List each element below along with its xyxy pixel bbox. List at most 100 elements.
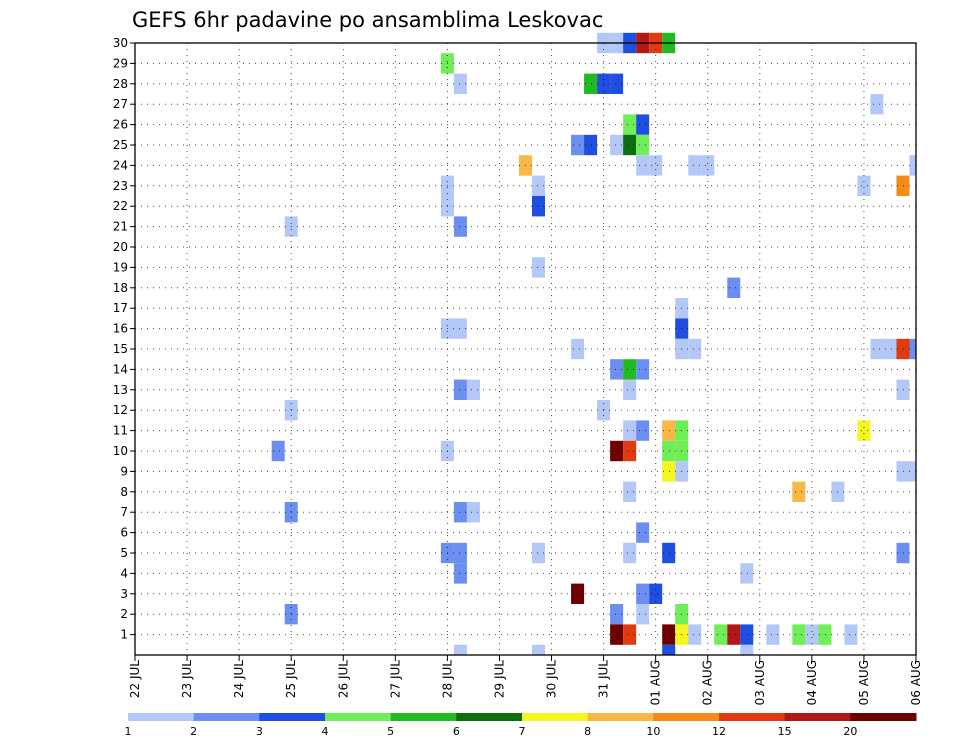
colorbar-label: 3: [256, 725, 263, 738]
x-tick-label: 28 JUL: [440, 660, 454, 698]
x-axis: 22 JUL 23 JUL 24 JUL 25 JUL 26 JUL 27 JUL 28 J…: [128, 655, 923, 705]
precip-cell: [909, 461, 916, 482]
colorbar-swatch: [653, 713, 720, 721]
colorbar-swatch: [784, 713, 851, 721]
precip-cell: [792, 624, 806, 645]
precip-cell: [896, 379, 910, 400]
x-tick-label: 22 JUL: [128, 660, 142, 698]
y-tick-label: 7: [120, 505, 128, 519]
precip-cell: [453, 563, 467, 584]
y-tick-label: 5: [120, 546, 128, 560]
y-tick-label: 29: [113, 56, 128, 70]
y-tick-label: 2: [120, 607, 128, 621]
precip-cell: [688, 155, 702, 176]
chart-title: GEFS 6hr padavine po ansamblima Leskovac: [132, 8, 603, 32]
precip-cell: [727, 624, 741, 645]
precip-cell: [453, 216, 467, 237]
precip-cell: [740, 644, 754, 655]
precip-cell: [896, 461, 910, 482]
precip-cell: [805, 624, 819, 645]
y-tick-label: 15: [113, 342, 128, 356]
precip-cell: [571, 134, 585, 156]
colorbar-swatch: [587, 713, 654, 721]
y-tick-label: 9: [120, 464, 128, 478]
precip-cell: [662, 644, 676, 655]
y-tick-label: 23: [113, 179, 128, 193]
colorbar-label: 20: [843, 725, 857, 738]
y-axis: 1234567891011121314151617181920212223242…: [113, 36, 135, 642]
colorbar-label: 7: [519, 725, 526, 738]
precip-cell: [610, 440, 624, 462]
y-tick-label: 20: [113, 240, 128, 254]
colorbar-swatch: [259, 713, 326, 721]
colorbar-swatch: [719, 713, 786, 721]
x-tick-label: 23 JUL: [180, 660, 194, 698]
precip-cell: [623, 624, 637, 645]
x-tick-label: 06 AUG: [909, 660, 923, 705]
precip-cell: [453, 502, 467, 523]
precip-cell: [662, 461, 676, 482]
precip-cell: [453, 644, 467, 655]
precip-cell: [453, 318, 467, 339]
precip-cell: [584, 134, 598, 156]
precip-cell: [883, 338, 897, 360]
precip-cell: [636, 155, 650, 176]
precip-cell: [688, 338, 702, 360]
precip-cell: [740, 624, 754, 645]
y-tick-label: 25: [113, 138, 128, 152]
precip-cell: [636, 134, 650, 156]
precip-cell: [610, 359, 624, 380]
precip-cell: [623, 420, 637, 441]
precip-cell: [714, 624, 728, 645]
precip-cell: [662, 542, 676, 564]
precip-cell: [857, 420, 871, 441]
precip-cell: [662, 420, 676, 441]
precip-cell: [662, 624, 676, 645]
colorbar: 1 2 3 4 5 6 7 8 10 12 15 20: [125, 713, 917, 738]
precip-cell: [701, 155, 715, 176]
precip-cell: [584, 73, 598, 94]
x-tick-label: 26 JUL: [336, 660, 350, 698]
y-tick-label: 27: [113, 97, 128, 111]
colorbar-swatch: [128, 713, 195, 721]
colorbar-label: 12: [712, 725, 726, 738]
precip-cell: [532, 257, 546, 278]
precip-cell: [623, 440, 637, 462]
precip-cell: [610, 624, 624, 645]
x-tick-label: 30 JUL: [545, 660, 559, 698]
colorbar-label: 5: [387, 725, 394, 738]
y-tick-label: 6: [120, 526, 128, 540]
precip-cell: [727, 277, 741, 298]
precip-cell: [792, 481, 806, 502]
colorbar-label: 10: [646, 725, 660, 738]
y-tick-label: 11: [113, 424, 128, 438]
x-tick-label: 03 AUG: [753, 660, 767, 705]
colorbar-label: 8: [584, 725, 591, 738]
y-tick-label: 30: [113, 36, 128, 50]
y-tick-label: 22: [113, 199, 128, 213]
precip-cell: [571, 583, 585, 604]
cells-layer: [271, 32, 916, 655]
y-tick-label: 21: [113, 220, 128, 234]
y-tick-label: 14: [113, 362, 128, 376]
x-tick-label: 31 JUL: [597, 660, 611, 698]
precip-cell: [271, 440, 285, 462]
precip-cell: [857, 175, 871, 196]
precip-cell: [896, 338, 910, 360]
precip-cell: [571, 338, 585, 360]
y-tick-label: 28: [113, 77, 128, 91]
precip-cell: [896, 175, 910, 196]
precip-cell: [818, 624, 832, 645]
precip-cell: [636, 604, 650, 625]
grid-layer: [135, 42, 916, 655]
x-tick-label: 27 JUL: [388, 660, 402, 698]
y-tick-label: 26: [113, 118, 128, 132]
precip-cell: [532, 196, 546, 217]
colorbar-swatch: [390, 713, 457, 721]
precip-cell: [909, 155, 916, 176]
precip-cell: [623, 134, 637, 156]
y-tick-label: 10: [113, 444, 128, 458]
colorbar-label: 15: [778, 725, 792, 738]
precip-cell: [623, 542, 637, 564]
